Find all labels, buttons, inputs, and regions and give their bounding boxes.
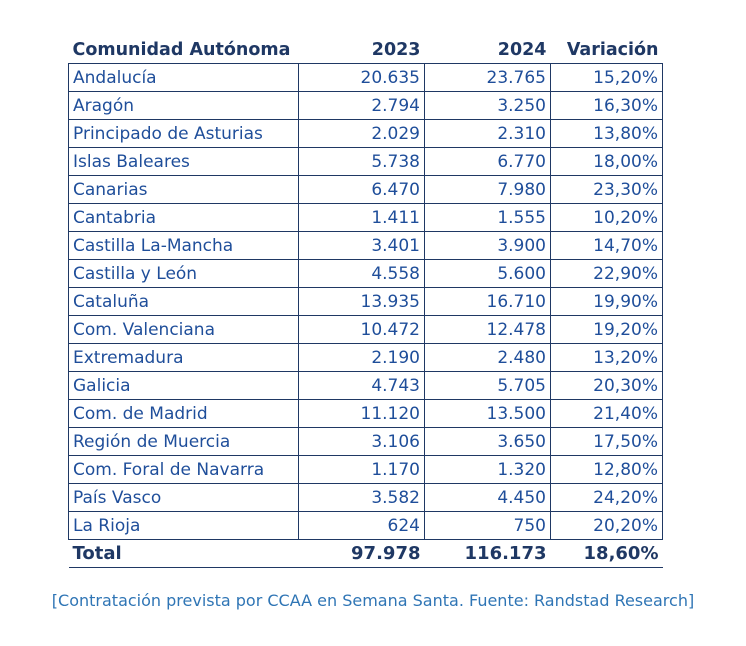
cell-2024: 4.450 — [424, 483, 551, 512]
table-header-row: Comunidad Autónoma 2023 2024 Variación — [68, 36, 663, 64]
cell-region: Canarias — [68, 175, 299, 204]
cell-2023: 20.635 — [298, 63, 425, 92]
cell-2023: 4.743 — [298, 371, 425, 400]
cell-2024: 6.770 — [424, 147, 551, 176]
cell-2023: 2.794 — [298, 91, 425, 120]
cell-region: Com. de Madrid — [68, 399, 299, 428]
cell-variation: 13,80% — [550, 119, 663, 148]
cell-region: Región de Muercia — [68, 427, 299, 456]
table-row: La Rioja 624 750 20,20% — [68, 511, 663, 540]
total-2024: 116.173 — [424, 539, 551, 568]
table-row: Islas Baleares 5.738 6.770 18,00% — [68, 147, 663, 176]
cell-variation: 14,70% — [550, 231, 663, 260]
cell-variation: 15,20% — [550, 63, 663, 92]
cell-2023: 5.738 — [298, 147, 425, 176]
cell-region: La Rioja — [68, 511, 299, 540]
cell-2023: 3.401 — [298, 231, 425, 260]
cell-2023: 624 — [298, 511, 425, 540]
cell-variation: 19,90% — [550, 287, 663, 316]
cell-2024: 16.710 — [424, 287, 551, 316]
table-row: Aragón 2.794 3.250 16,30% — [68, 91, 663, 120]
cell-variation: 12,80% — [550, 455, 663, 484]
header-region: Comunidad Autónoma — [68, 36, 299, 64]
cell-variation: 21,40% — [550, 399, 663, 428]
table-caption: [Contratación prevista por CCAA en Seman… — [51, 591, 695, 610]
table-row: País Vasco 3.582 4.450 24,20% — [68, 483, 663, 512]
cell-variation: 24,20% — [550, 483, 663, 512]
cell-2023: 3.106 — [298, 427, 425, 456]
cell-region: Principado de Asturias — [68, 119, 299, 148]
cell-variation: 13,20% — [550, 343, 663, 372]
table-row: Com. de Madrid 11.120 13.500 21,40% — [68, 399, 663, 428]
cell-2023: 6.470 — [298, 175, 425, 204]
cell-2023: 10.472 — [298, 315, 425, 344]
header-2024: 2024 — [424, 36, 551, 64]
cell-variation: 22,90% — [550, 259, 663, 288]
table-row: Com. Foral de Navarra 1.170 1.320 12,80% — [68, 455, 663, 484]
cell-2024: 2.310 — [424, 119, 551, 148]
cell-region: Cantabria — [68, 203, 299, 232]
cell-region: Castilla y León — [68, 259, 299, 288]
cell-region: Aragón — [68, 91, 299, 120]
table-row: Andalucía 20.635 23.765 15,20% — [68, 63, 663, 92]
cell-variation: 20,30% — [550, 371, 663, 400]
cell-2024: 13.500 — [424, 399, 551, 428]
cell-2024: 1.320 — [424, 455, 551, 484]
cell-2024: 7.980 — [424, 175, 551, 204]
cell-region: Castilla La-Mancha — [68, 231, 299, 260]
table-row: Principado de Asturias 2.029 2.310 13,80… — [68, 119, 663, 148]
table-row: Extremadura 2.190 2.480 13,20% — [68, 343, 663, 372]
cell-2024: 3.900 — [424, 231, 551, 260]
total-variation: 18,60% — [550, 539, 663, 568]
table-row: Castilla La-Mancha 3.401 3.900 14,70% — [68, 231, 663, 260]
cell-region: Andalucía — [68, 63, 299, 92]
cell-2024: 3.650 — [424, 427, 551, 456]
cell-variation: 16,30% — [550, 91, 663, 120]
cell-2024: 1.555 — [424, 203, 551, 232]
cell-2023: 13.935 — [298, 287, 425, 316]
header-2023: 2023 — [298, 36, 425, 64]
cell-region: Islas Baleares — [68, 147, 299, 176]
cell-variation: 10,20% — [550, 203, 663, 232]
table-row: Castilla y León 4.558 5.600 22,90% — [68, 259, 663, 288]
cell-2024: 5.600 — [424, 259, 551, 288]
cell-2024: 3.250 — [424, 91, 551, 120]
cell-2023: 4.558 — [298, 259, 425, 288]
cell-variation: 19,20% — [550, 315, 663, 344]
cell-2023: 1.411 — [298, 203, 425, 232]
cell-region: Cataluña — [68, 287, 299, 316]
cell-2024: 23.765 — [424, 63, 551, 92]
total-2023: 97.978 — [298, 539, 425, 568]
cell-2024: 750 — [424, 511, 551, 540]
cell-variation: 18,00% — [550, 147, 663, 176]
total-label: Total — [68, 539, 299, 568]
table-row: Región de Muercia 3.106 3.650 17,50% — [68, 427, 663, 456]
cell-2023: 2.029 — [298, 119, 425, 148]
cell-2023: 2.190 — [298, 343, 425, 372]
cell-2023: 11.120 — [298, 399, 425, 428]
table-row: Com. Valenciana 10.472 12.478 19,20% — [68, 315, 663, 344]
cell-2024: 5.705 — [424, 371, 551, 400]
header-variation: Variación — [550, 36, 663, 64]
cell-region: Com. Foral de Navarra — [68, 455, 299, 484]
cell-variation: 20,20% — [550, 511, 663, 540]
cell-region: Com. Valenciana — [68, 315, 299, 344]
table-row: Canarias 6.470 7.980 23,30% — [68, 175, 663, 204]
cell-2023: 3.582 — [298, 483, 425, 512]
table-row: Cataluña 13.935 16.710 19,90% — [68, 287, 663, 316]
cell-variation: 17,50% — [550, 427, 663, 456]
cell-region: Extremadura — [68, 343, 299, 372]
cell-2023: 1.170 — [298, 455, 425, 484]
cell-2024: 2.480 — [424, 343, 551, 372]
cell-2024: 12.478 — [424, 315, 551, 344]
hiring-table-container: Comunidad Autónoma 2023 2024 Variación A… — [68, 36, 663, 568]
cell-variation: 23,30% — [550, 175, 663, 204]
table-row: Galicia 4.743 5.705 20,30% — [68, 371, 663, 400]
hiring-table: Comunidad Autónoma 2023 2024 Variación A… — [68, 36, 663, 568]
table-total-row: Total 97.978 116.173 18,60% — [68, 539, 663, 568]
cell-region: País Vasco — [68, 483, 299, 512]
table-row: Cantabria 1.411 1.555 10,20% — [68, 203, 663, 232]
cell-region: Galicia — [68, 371, 299, 400]
